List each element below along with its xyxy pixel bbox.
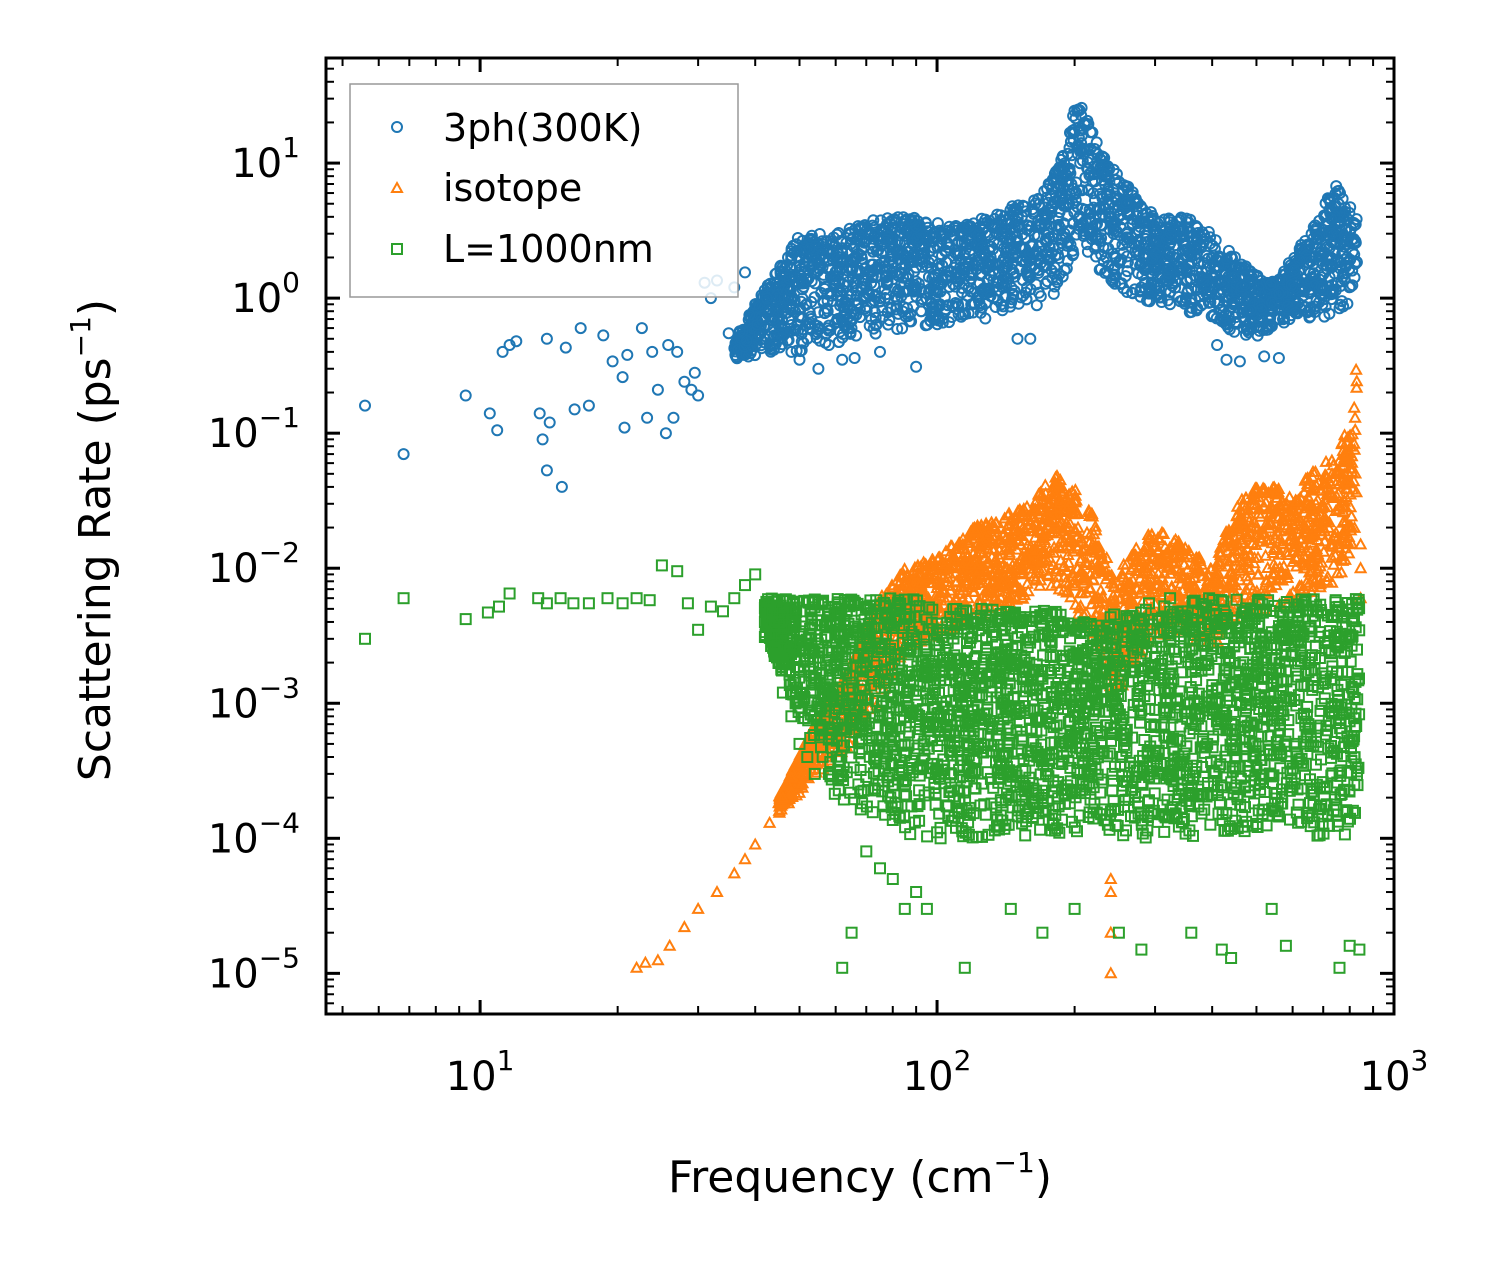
data-point (946, 299, 959, 312)
data-point (1129, 245, 1142, 258)
data-point (1313, 214, 1326, 227)
plot-area (359, 101, 1368, 979)
data-point (1334, 298, 1347, 311)
data-point (1056, 194, 1069, 207)
data-point (1081, 245, 1094, 258)
data-point (991, 222, 1004, 235)
data-point (1087, 187, 1100, 200)
data-series-layer (359, 101, 1368, 979)
data-point (1198, 229, 1211, 241)
data-point (841, 270, 854, 283)
data-point (1005, 263, 1018, 276)
data-point (1121, 286, 1134, 298)
data-point (967, 306, 979, 319)
data-point (1228, 295, 1241, 307)
series-3ph-300k- (359, 101, 1363, 493)
data-point (831, 228, 843, 241)
data-point (1028, 194, 1041, 207)
data-point (956, 282, 969, 294)
data-point (869, 327, 882, 340)
data-point (1346, 279, 1359, 292)
data-point (1030, 299, 1043, 312)
data-point (1297, 289, 1310, 302)
data-point (1020, 293, 1033, 306)
data-point (1185, 305, 1198, 318)
data-point (1211, 297, 1224, 310)
data-point (1047, 287, 1060, 300)
data-point (1025, 260, 1038, 273)
data-point (1128, 283, 1141, 296)
data-point (1076, 202, 1089, 215)
data-point (890, 300, 903, 313)
